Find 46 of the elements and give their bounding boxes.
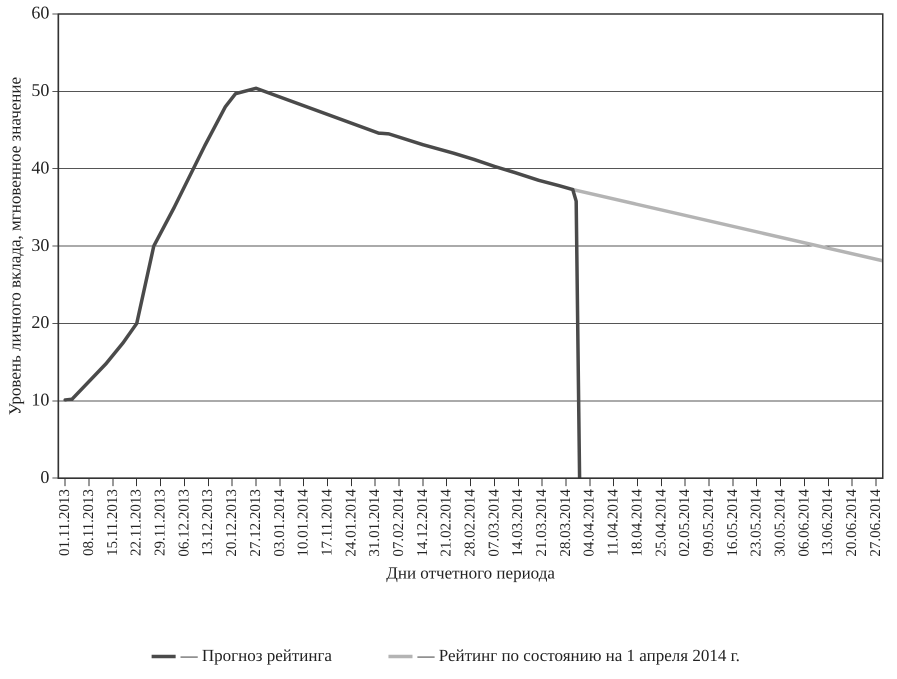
y-tick-label: 50 bbox=[31, 80, 50, 100]
x-tick-label: 21.03.2014 bbox=[534, 488, 550, 557]
x-tick-label: 17.11.2014 bbox=[319, 488, 336, 556]
x-tick-label: 02.05.2014 bbox=[677, 488, 694, 557]
x-tick-label: 23.05.2014 bbox=[748, 488, 765, 557]
y-tick-label: 10 bbox=[31, 389, 50, 410]
x-tick-label: 29.11.2013 bbox=[152, 489, 169, 556]
x-tick-label: 04.04.2014 bbox=[582, 488, 598, 557]
x-tick-label: 20.06.2014 bbox=[844, 488, 860, 557]
x-tick-label: 28.02.2014 bbox=[462, 488, 479, 557]
x-tick-label: 31.01.2014 bbox=[367, 488, 384, 557]
x-tick-label: 16.05.2014 bbox=[724, 488, 741, 557]
legend-label: — Прогноз рейтинга bbox=[180, 646, 332, 665]
y-axis-title: Уровень личного вклада, мгновенное значение bbox=[6, 76, 25, 416]
x-tick-label: 15.11.2013 bbox=[104, 489, 121, 556]
x-tick-label: 24.01.2014 bbox=[343, 488, 360, 557]
x-tick-label: 06.12.2013 bbox=[176, 489, 192, 557]
y-tick-label: 40 bbox=[31, 157, 50, 178]
x-tick-label: 13.12.2013 bbox=[200, 489, 216, 557]
x-tick-label: 14.03.2014 bbox=[510, 488, 526, 557]
x-tick-label: 20.12.2013 bbox=[224, 489, 240, 557]
x-tick-label: 27.06.2014 bbox=[868, 488, 884, 557]
x-tick-label: 08.11.2013 bbox=[80, 489, 97, 556]
y-tick-label: 20 bbox=[31, 312, 50, 332]
y-tick-label: 60 bbox=[31, 2, 50, 23]
y-tick-label: 30 bbox=[31, 234, 50, 255]
x-tick-label: 03.01.2014 bbox=[272, 488, 288, 557]
x-axis-title: Дни отчетного периода bbox=[386, 563, 556, 582]
x-tick-label: 10.01.2014 bbox=[296, 488, 312, 557]
x-tick-label: 22.11.2013 bbox=[128, 489, 145, 556]
x-tick-label: 30.05.2014 bbox=[772, 488, 789, 557]
x-tick-label: 07.03.2014 bbox=[486, 488, 502, 557]
legend-label: — Рейтинг по состоянию на 1 апреля 2014 г. bbox=[416, 646, 740, 665]
x-tick-label: 14.12.2014 bbox=[414, 488, 431, 557]
x-tick-label: 01.11.2013 bbox=[57, 489, 74, 556]
x-tick-label: 11.04.2014 bbox=[606, 488, 622, 556]
x-tick-label: 13.06.2014 bbox=[820, 488, 836, 557]
x-tick-label: 28.03.2014 bbox=[558, 488, 574, 557]
x-tick-label: 06.06.2014 bbox=[796, 488, 812, 557]
x-tick-label: 09.05.2014 bbox=[700, 488, 717, 557]
y-tick-label: 0 bbox=[40, 466, 50, 487]
x-tick-label: 25.04.2014 bbox=[653, 488, 670, 557]
x-tick-label: 07.02.2014 bbox=[390, 488, 407, 557]
x-tick-label: 18.04.2014 bbox=[629, 488, 646, 557]
x-tick-label: 21.02.2014 bbox=[438, 488, 455, 557]
x-tick-label: 27.12.2013 bbox=[248, 489, 264, 557]
